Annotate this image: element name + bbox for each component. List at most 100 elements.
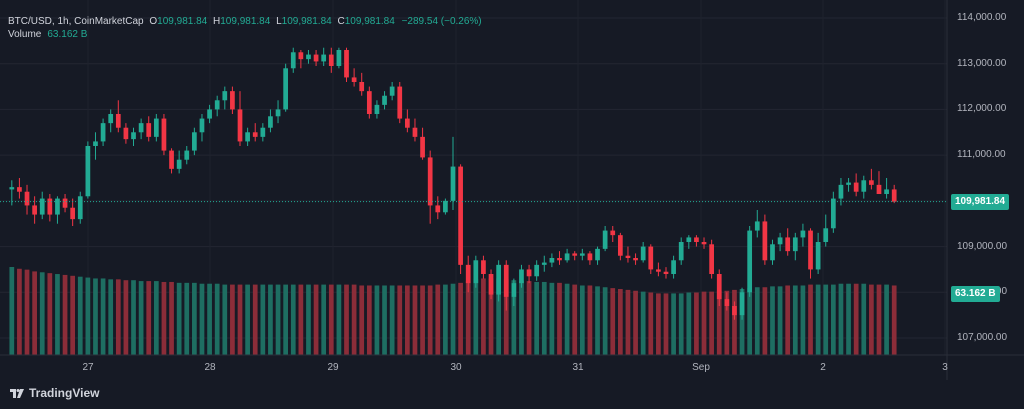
candle-body — [458, 166, 463, 265]
candle-body — [519, 269, 524, 284]
volume-bar — [891, 285, 897, 355]
volume-bar — [366, 285, 372, 355]
volume-bar — [830, 284, 836, 355]
volume-bar — [754, 287, 760, 355]
volume-bar — [709, 291, 714, 355]
volume-bar — [625, 289, 631, 355]
volume-bar — [496, 278, 501, 355]
open-label: O — [149, 16, 158, 27]
volume-bar — [306, 284, 311, 355]
volume-bar — [412, 285, 418, 355]
volume-bar — [427, 285, 433, 355]
time-tick-label: 30 — [450, 362, 462, 373]
candle-body — [663, 271, 669, 274]
symbol-label[interactable]: BTC/USD, 1h, CoinMarketCap — [8, 16, 144, 27]
candle-body — [557, 258, 562, 261]
candle-body — [268, 116, 273, 128]
candle-body — [610, 230, 616, 236]
candle-body — [572, 253, 578, 256]
tradingview-logo[interactable]: TradingView — [10, 386, 99, 400]
candle-body — [389, 86, 395, 96]
candle-body — [366, 91, 372, 114]
candle-body — [62, 198, 68, 208]
volume-bar — [77, 276, 83, 355]
volume-bar — [169, 281, 174, 355]
volume-bar — [869, 284, 874, 355]
volume-bar — [70, 275, 76, 355]
volume-bar — [47, 273, 53, 355]
candle-body — [587, 253, 593, 261]
volume-bar — [85, 277, 91, 355]
candle-body — [412, 127, 418, 137]
volume-label[interactable]: Volume — [8, 29, 42, 40]
chart-legend: BTC/USD, 1h, CoinMarketCap O109,981.84 H… — [8, 14, 482, 30]
candle-body — [640, 246, 646, 261]
price-tick-label: 112,000.00 — [957, 103, 1007, 115]
volume-bar — [450, 283, 456, 355]
volume-bar — [405, 285, 410, 355]
volume-bar — [24, 269, 30, 355]
candle-body — [321, 54, 327, 62]
volume-bar — [519, 281, 524, 355]
volume-bar — [138, 281, 144, 355]
candle-body — [161, 118, 167, 151]
time-tick-label: Sep — [692, 362, 710, 373]
volume-bar — [245, 284, 250, 355]
candle-body — [625, 255, 631, 258]
volume-bar — [808, 284, 813, 355]
candle-body — [595, 248, 600, 261]
candle-body — [823, 228, 829, 242]
candle-body — [108, 114, 114, 124]
ohlc-row: BTC/USD, 1h, CoinMarketCap O109,981.84 H… — [8, 14, 482, 30]
candle-body — [891, 189, 897, 202]
candle-body — [351, 77, 357, 82]
candle-body — [138, 123, 144, 133]
candle-body — [876, 184, 882, 194]
volume-bar — [595, 286, 600, 355]
candle-body — [526, 269, 532, 277]
volume-bar — [800, 285, 806, 355]
candle-body — [450, 166, 456, 201]
volume-bar — [694, 292, 699, 355]
volume-bar — [32, 271, 37, 355]
candle-body — [290, 52, 296, 69]
volume-bar — [579, 285, 585, 355]
candle-body — [648, 246, 654, 270]
candle-body — [656, 269, 661, 272]
candle-body — [115, 114, 121, 128]
candle-body — [405, 118, 410, 128]
candle-body — [709, 244, 714, 274]
volume-bar — [861, 283, 867, 355]
candle-body — [230, 91, 235, 110]
candle-body — [830, 198, 836, 229]
candle-body — [541, 262, 547, 265]
candle-body — [488, 274, 494, 295]
price-tick-label: 111,000.00 — [957, 149, 1006, 161]
candle-body — [214, 100, 220, 110]
volume-value: 63.162 B — [47, 29, 88, 40]
candle-body — [838, 184, 844, 199]
candle-body — [237, 109, 243, 142]
volume-bar — [747, 288, 753, 355]
candle-body — [77, 196, 83, 220]
volume-bar — [770, 286, 775, 355]
candle-body — [199, 118, 205, 133]
volume-bar — [739, 289, 745, 355]
volume-bar — [283, 284, 289, 355]
volume-bar — [663, 293, 669, 355]
candle-body — [602, 230, 608, 249]
open-value: 109,981.84 — [157, 16, 208, 27]
volume-bar — [93, 278, 98, 355]
volume-bar — [222, 284, 228, 355]
volume-series — [9, 267, 897, 355]
candle-body — [503, 264, 509, 297]
candle-body — [427, 157, 433, 206]
volume-bar — [716, 290, 722, 355]
volume-bar — [55, 274, 60, 355]
volume-bar — [100, 278, 106, 355]
volume-bar — [838, 283, 844, 355]
volume-bar — [268, 284, 273, 355]
candle-body — [694, 237, 699, 242]
volume-bar — [792, 285, 798, 355]
